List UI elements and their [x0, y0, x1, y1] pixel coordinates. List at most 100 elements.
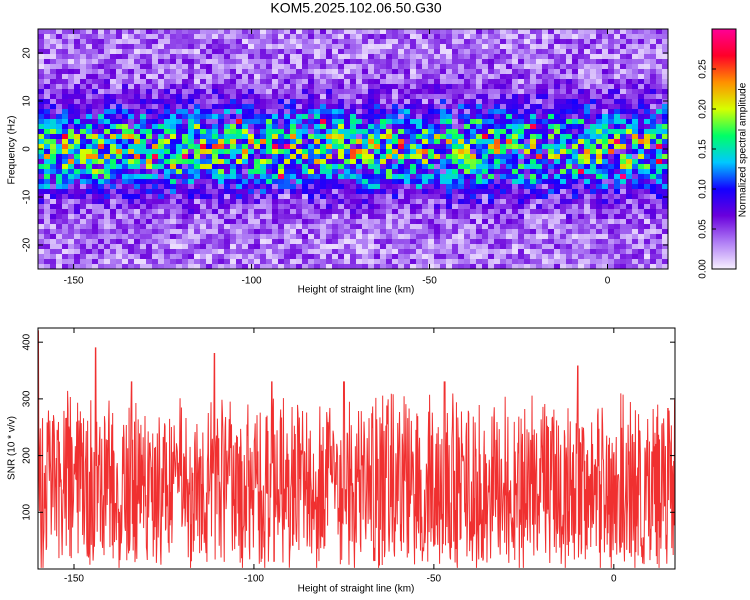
heatmap-cell [182, 259, 188, 264]
heatmap-cell [212, 104, 218, 109]
heatmap-cell [314, 264, 320, 269]
heatmap-cell [614, 164, 620, 169]
heatmap-cell [44, 99, 50, 104]
heatmap-cell [38, 244, 44, 249]
heatmap-cell [326, 89, 332, 94]
heatmap-cell [170, 144, 176, 149]
heatmap-cell [266, 54, 272, 59]
heatmap-cell [260, 64, 266, 69]
heatmap-cell [374, 44, 380, 49]
heatmap-cell [488, 244, 494, 249]
heatmap-cell [398, 239, 404, 244]
heatmap-cell [584, 254, 590, 259]
heatmap-cell [626, 84, 632, 89]
heatmap-cell [560, 174, 566, 179]
heatmap-cell [614, 54, 620, 59]
heatmap-cell [446, 169, 452, 174]
heatmap-cell [332, 94, 338, 99]
heatmap-cell [44, 139, 50, 144]
heatmap-cell [452, 164, 458, 169]
heatmap-cell [242, 189, 248, 194]
heatmap-cell [212, 49, 218, 54]
heatmap-cell [80, 204, 86, 209]
heatmap-cell [284, 234, 290, 239]
heatmap-cell [356, 124, 362, 129]
heatmap-cell [266, 64, 272, 69]
heatmap-cell [572, 109, 578, 114]
heatmap-cell [476, 59, 482, 64]
heatmap-cell [602, 164, 608, 169]
heatmap-cell [80, 244, 86, 249]
heatmap-cell [248, 74, 254, 79]
heatmap-cell [608, 94, 614, 99]
heatmap-cell [410, 199, 416, 204]
heatmap-cell [80, 249, 86, 254]
heatmap-cell [554, 104, 560, 109]
heatmap-cell [284, 64, 290, 69]
heatmap-cell [602, 129, 608, 134]
heatmap-cell [110, 199, 116, 204]
heatmap-cell [68, 229, 74, 234]
heatmap-cell [590, 164, 596, 169]
heatmap-cell [62, 174, 68, 179]
heatmap-cell [506, 214, 512, 219]
heatmap-cell [524, 164, 530, 169]
heatmap-cell [320, 49, 326, 54]
heatmap-cell [68, 264, 74, 269]
heatmap-cell [260, 184, 266, 189]
heatmap-cell [110, 124, 116, 129]
heatmap-cell [284, 99, 290, 104]
heatmap-cell [524, 64, 530, 69]
heatmap-cell [320, 74, 326, 79]
heatmap-cell [638, 119, 644, 124]
heatmap-cell [494, 124, 500, 129]
heatmap-cell [374, 139, 380, 144]
heatmap-cell [464, 39, 470, 44]
heatmap-cell [500, 154, 506, 159]
heatmap-cell [80, 104, 86, 109]
heatmap-cell [104, 59, 110, 64]
heatmap-cell [410, 154, 416, 159]
heatmap-cell [182, 164, 188, 169]
heatmap-cell [80, 199, 86, 204]
heatmap-cell [398, 259, 404, 264]
heatmap-cell [122, 124, 128, 129]
heatmap-cell [542, 49, 548, 54]
heatmap-cell [122, 159, 128, 164]
heatmap-cell [476, 114, 482, 119]
heatmap-cell [38, 189, 44, 194]
heatmap-cell [380, 109, 386, 114]
heatmap-cell [134, 234, 140, 239]
heatmap-cell [182, 64, 188, 69]
heatmap-cell [638, 254, 644, 259]
heatmap-cell [164, 84, 170, 89]
heatmap-cell [296, 119, 302, 124]
heatmap-cell [236, 154, 242, 159]
heatmap-cell [206, 124, 212, 129]
heatmap-cell [662, 129, 668, 134]
heatmap-cell [578, 199, 584, 204]
heatmap-cell [302, 59, 308, 64]
heatmap-cell [428, 54, 434, 59]
heatmap-cell [362, 224, 368, 229]
heatmap-cell [170, 129, 176, 134]
heatmap-cell [434, 89, 440, 94]
heatmap-cell [572, 229, 578, 234]
heatmap-cell [272, 39, 278, 44]
heatmap-cell [230, 164, 236, 169]
heatmap-cell [56, 144, 62, 149]
heatmap-cell [74, 144, 80, 149]
heatmap-cell [278, 159, 284, 164]
heatmap-cell [38, 204, 44, 209]
heatmap-cell [272, 109, 278, 114]
heatmap-cell [326, 99, 332, 104]
heatmap-cell [410, 39, 416, 44]
heatmap-cell [494, 214, 500, 219]
heatmap-cell [86, 164, 92, 169]
heatmap-cell [116, 104, 122, 109]
heatmap-cell [518, 169, 524, 174]
heatmap-cell [626, 249, 632, 254]
heatmap-cell [362, 144, 368, 149]
heatmap-cell [464, 239, 470, 244]
heatmap-cell [656, 214, 662, 219]
